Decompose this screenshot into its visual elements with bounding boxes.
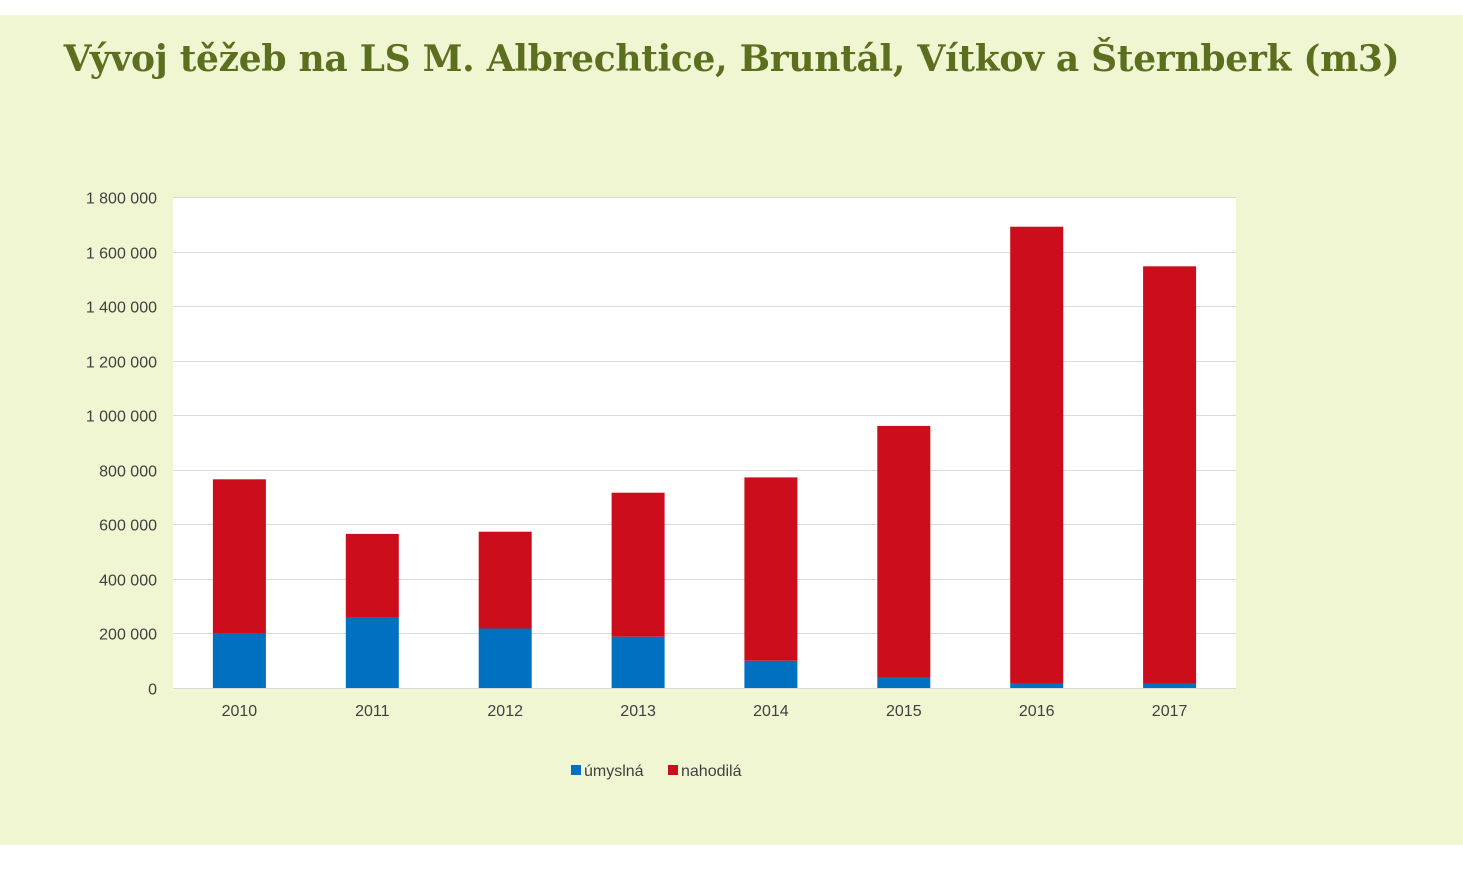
bar-umyslna-2011: [345, 617, 399, 688]
legend: úmyslná nahodilá: [571, 763, 742, 780]
x-tick-label: 2015: [886, 703, 922, 720]
y-tick-label: 1 400 000: [86, 300, 157, 317]
y-tick-label: 600 000: [99, 518, 157, 535]
legend-label-nahodila: nahodilá: [681, 763, 742, 780]
y-tick-label: 400 000: [99, 573, 157, 590]
chart-title: Vývoj těžeb na LS M. Albrechtice, Bruntá…: [63, 38, 1400, 80]
x-tick-label: 2014: [753, 703, 789, 720]
bar-nahodila-2012: [478, 531, 532, 629]
legend-swatch-nahodila: [668, 765, 678, 775]
legend-swatch-umyslna: [571, 765, 581, 775]
bar-nahodila-2016: [1010, 226, 1064, 684]
plot-area: [173, 197, 1236, 688]
bar-nahodila-2014: [744, 477, 798, 661]
x-tick-label: 2011: [355, 703, 390, 720]
bar-umyslna-2015: [877, 677, 931, 688]
bar-umyslna-2014: [744, 660, 798, 688]
bar-nahodila-2011: [345, 533, 399, 618]
bar-umyslna-2013: [611, 636, 665, 688]
bars: [212, 226, 1197, 688]
x-tick-label: 2013: [620, 703, 656, 720]
y-tick-label: 1 000 000: [86, 409, 157, 426]
x-tick-label: 2010: [222, 703, 258, 720]
bar-umyslna-2010: [212, 633, 266, 688]
y-tick-label: 200 000: [99, 627, 157, 644]
bar-umyslna-2012: [478, 628, 532, 688]
y-tick-label: 1 800 000: [86, 191, 157, 208]
y-tick-label: 800 000: [99, 464, 157, 481]
y-tick-label: 1 200 000: [86, 355, 157, 372]
bar-nahodila-2015: [877, 425, 931, 678]
y-axis-ticks: 0 200 000 400 000 600 000 800 000 1 000 000 1 …: [86, 191, 157, 699]
bar-nahodila-2017: [1143, 266, 1197, 684]
bar-nahodila-2010: [212, 479, 266, 634]
x-tick-label: 2016: [1019, 703, 1055, 720]
bar-umyslna-2016: [1010, 683, 1064, 688]
x-tick-label: 2017: [1152, 703, 1188, 720]
x-axis-ticks: 2010 2011 2012 2013 2014 2015 2016 2017: [222, 703, 1188, 720]
y-tick-label: 0: [148, 682, 157, 699]
bar-umyslna-2017: [1143, 683, 1197, 688]
bar-nahodila-2013: [611, 492, 665, 637]
y-tick-label: 1 600 000: [86, 246, 157, 263]
legend-label-umyslna: úmyslná: [584, 763, 644, 780]
x-tick-label: 2012: [487, 703, 523, 720]
